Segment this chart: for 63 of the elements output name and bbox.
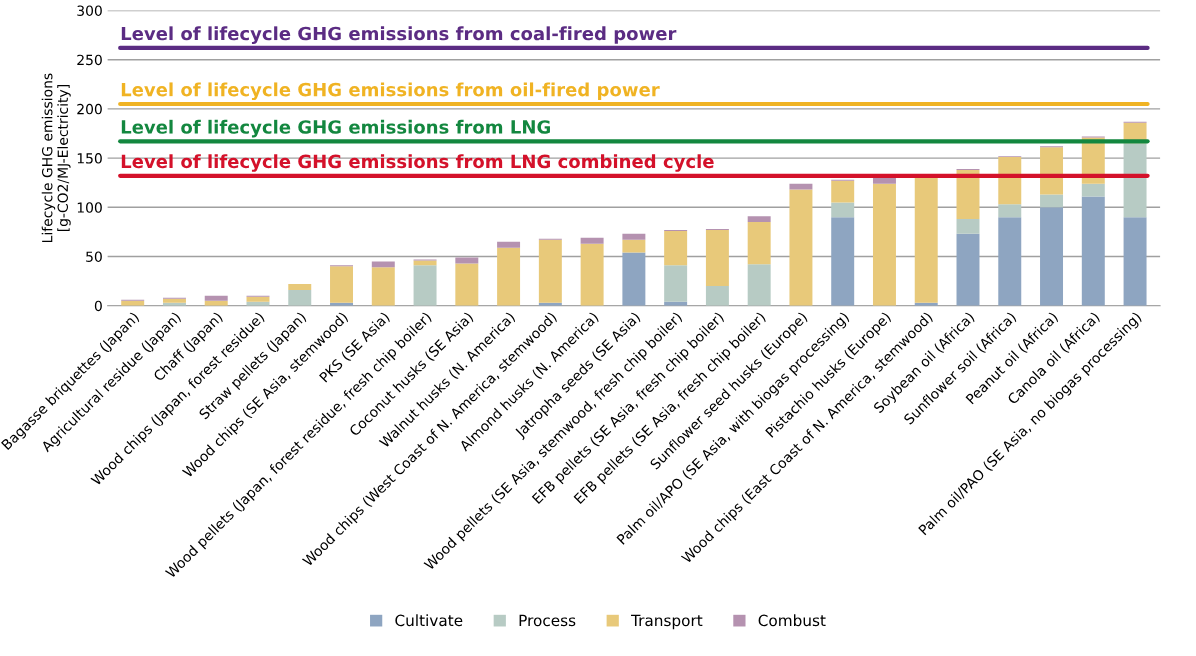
y-tick-label: 300 <box>77 5 102 16</box>
bar <box>1123 217 1147 306</box>
bar <box>1123 143 1147 218</box>
bar <box>1040 207 1064 306</box>
y-tick-label: 250 <box>77 54 102 66</box>
bar <box>998 217 1022 306</box>
y-tick-label: 200 <box>77 103 102 115</box>
bar <box>288 284 312 290</box>
bar <box>998 204 1022 218</box>
bar <box>956 219 980 234</box>
y-tick-label: 100 <box>77 202 102 213</box>
bar <box>705 229 729 287</box>
bar <box>664 265 688 302</box>
ref-line-label: Level of lifecycle GHG emissions from LNG combined cycle <box>121 154 714 172</box>
bar <box>789 183 813 190</box>
bar <box>288 289 312 306</box>
bar <box>914 175 938 303</box>
bar <box>956 233 980 306</box>
bar <box>413 265 437 306</box>
bar <box>622 252 646 306</box>
bar <box>831 202 855 218</box>
bar <box>747 264 771 306</box>
bar <box>789 189 813 306</box>
bar <box>831 180 855 203</box>
bar <box>705 286 729 306</box>
bar <box>1040 194 1064 208</box>
legend-label: Combust <box>758 614 826 627</box>
y-tick-label: 50 <box>86 251 102 262</box>
bar <box>580 237 604 244</box>
bar <box>747 216 771 223</box>
bar <box>330 266 354 303</box>
bar <box>497 247 521 306</box>
ref-line-label: Level of lifecycle GHG emissions from coal-fired power <box>121 26 677 44</box>
bar <box>622 239 646 253</box>
bar <box>371 267 395 306</box>
ref-line-label: Level of lifecycle GHG emissions from LNG <box>121 119 550 138</box>
bar <box>246 296 270 302</box>
bar <box>413 260 437 266</box>
bar <box>455 263 479 306</box>
y-tick-label: 150 <box>77 153 102 164</box>
y-axis-title: Lifecycle GHG emissions [g-CO2/MJ-Electricity] <box>41 73 71 242</box>
bar <box>998 157 1022 205</box>
bar <box>204 295 228 301</box>
bar <box>371 261 395 268</box>
ref-line-label: Level of lifecycle GHG emissions from oil-fired power <box>121 82 660 101</box>
y-tick-label: 0 <box>94 300 102 312</box>
bar <box>664 230 688 266</box>
bar <box>162 298 186 303</box>
bar <box>580 243 604 306</box>
bar <box>1081 183 1105 197</box>
bar <box>455 257 479 264</box>
bar <box>1081 196 1105 306</box>
legend-label: Cultivate <box>395 614 463 627</box>
bar <box>538 239 562 303</box>
bar <box>497 241 521 248</box>
bar <box>622 233 646 240</box>
legend-label: Process <box>519 614 576 627</box>
bar <box>747 222 771 265</box>
bar <box>872 177 896 184</box>
bar <box>831 217 855 306</box>
bar <box>1040 147 1064 195</box>
bar <box>872 183 896 306</box>
legend-label: Transport <box>631 614 703 630</box>
